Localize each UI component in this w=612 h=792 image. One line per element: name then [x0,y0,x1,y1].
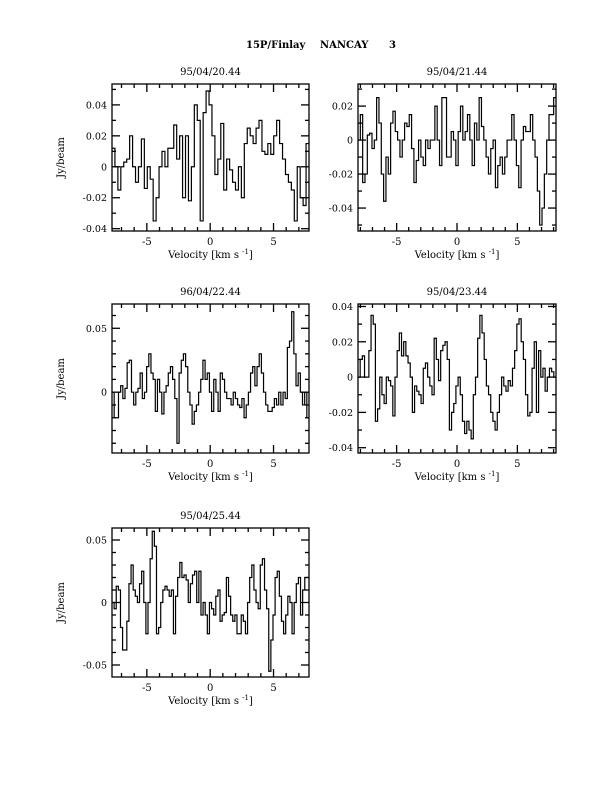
y-tick-label: -0.02 [329,408,353,419]
x-tick-label: 5 [514,237,520,248]
x-axis-label-end: ] [495,250,499,261]
plot-frame [111,303,310,454]
y-tick-label: -0.02 [83,193,107,204]
x-axis-label-exponent: -1 [489,248,496,256]
x-axis-label-text: Velocity [km s [167,472,242,483]
y-axis-label: Jy/beam [56,137,67,179]
y-tick-label: 0 [347,373,353,384]
title-object: 15P/Finlay [246,40,307,51]
x-axis-label: Velocity [km s -1] [414,248,500,261]
spectrum-panel: 95/04/20.44 -5 0 5 -0.04 -0.02 0 0.02 0.04 Veloci… [56,67,310,261]
x-axis-label: Velocity [km s -1] [167,470,253,483]
x-axis-label-exponent: -1 [242,470,249,478]
y-tick-label: 0 [347,136,353,147]
panel-title: 95/04/21.44 [427,67,488,78]
x-axis-label-text: Velocity [km s [167,250,242,261]
spectrum-line [112,311,309,444]
y-tick-label: 0.05 [86,536,107,547]
x-tick-label: -5 [142,683,152,694]
x-axis-label-end: ] [495,472,499,483]
y-tick-label: -0.02 [329,170,353,181]
x-axis-label-end: ] [249,250,253,261]
x-tick-label: 0 [454,237,460,248]
spectrum-line [358,96,556,226]
x-tick-label: 5 [270,459,276,470]
spectrum-line [358,314,556,440]
y-tick-label: 0.05 [86,324,107,335]
x-tick-label: -5 [392,459,402,470]
x-axis-label-end: ] [249,472,253,483]
title-number: 3 [389,40,396,51]
x-tick-label: 5 [270,237,276,248]
y-tick-label: 0.02 [86,131,107,142]
x-tick-label: 5 [514,459,520,470]
panel-title: 95/04/20.44 [180,67,241,78]
x-tick-label: 0 [454,459,460,470]
y-axis-label: Jy/beam [56,358,67,400]
x-tick-label: 0 [207,683,213,694]
y-tick-label: 0 [101,598,107,609]
x-axis-label: Velocity [km s -1] [414,470,500,483]
title-site: NANCAY [320,40,369,51]
x-axis-label-text: Velocity [km s [414,250,489,261]
spectrum-panel: 96/04/22.44 -5 0 5 0 0.05 Velocity [km s -1] Jy… [56,287,310,483]
y-tick-label: -0.04 [83,224,107,235]
x-axis-label-text: Velocity [km s [414,472,489,483]
x-tick-label: 0 [207,459,213,470]
spectrum-line [112,90,309,222]
x-axis-label: Velocity [km s -1] [167,694,253,707]
x-tick-label: -5 [142,459,152,470]
x-axis-label-text: Velocity [km s [167,696,242,707]
page-title: 15P/Finlay NANCAY 3 [246,40,396,51]
x-axis-label-end: ] [249,696,253,707]
x-tick-label: 0 [207,237,213,248]
x-tick-label: -5 [142,237,152,248]
y-tick-label: -0.04 [329,443,353,454]
y-tick-label: -0.05 [83,661,107,672]
x-axis-label-exponent: -1 [242,248,249,256]
y-tick-label: 0.02 [332,337,353,348]
panel-title: 96/04/22.44 [180,287,241,298]
spectrum-line [112,530,309,672]
y-tick-label: 0 [101,162,107,173]
y-tick-label: 0.04 [86,100,107,111]
x-axis-label: Velocity [km s -1] [167,248,253,261]
panel-title: 95/04/25.44 [180,511,241,522]
panel-title: 95/04/23.44 [427,287,488,298]
spectrum-panel: 95/04/21.44 -5 0 5 -0.04 -0.02 0 0.02 Velocity [… [329,67,557,261]
spectrum-panel: 95/04/23.44 -5 0 5 -0.04 -0.02 0 0.02 0.04 Veloci… [329,287,557,483]
y-axis-label: Jy/beam [56,582,67,624]
y-tick-label: -0.04 [329,204,353,215]
y-tick-label: 0.02 [332,102,353,113]
x-axis-label-exponent: -1 [242,694,249,702]
spectrum-panel: 95/04/25.44 -5 0 5 -0.05 0 0.05 Velocity [km s … [56,511,310,707]
x-tick-label: 5 [270,683,276,694]
y-tick-label: 0 [101,388,107,399]
x-tick-label: -5 [392,237,402,248]
y-tick-label: 0.04 [332,302,353,313]
x-axis-label-exponent: -1 [489,470,496,478]
plot-frame [357,303,557,454]
